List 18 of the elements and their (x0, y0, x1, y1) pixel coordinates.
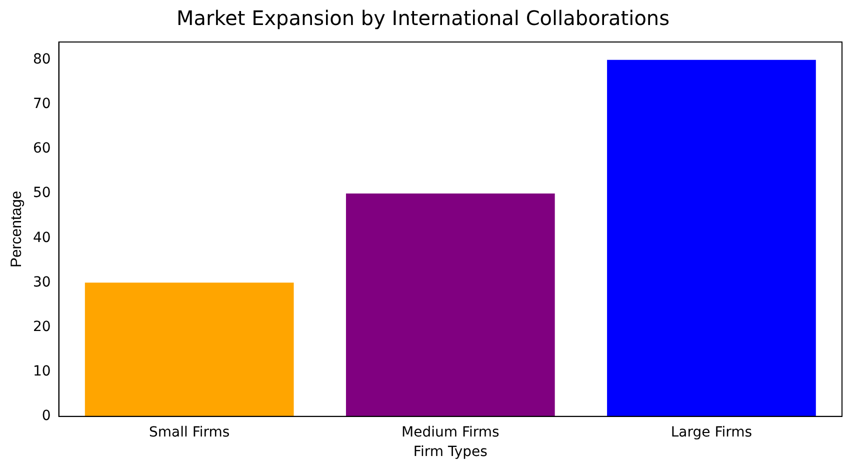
y-tick-label: 10 (32, 363, 51, 380)
bar (84, 282, 294, 416)
y-tick-label: 60 (32, 140, 51, 157)
x-tick-label: Medium Firms (402, 424, 500, 440)
x-axis-title: Firm Types (413, 444, 488, 460)
bar (346, 194, 555, 416)
x-tick-label: Small Firms (148, 424, 230, 440)
y-tick-label: 80 (32, 51, 51, 68)
bar (607, 60, 816, 416)
y-tick-label: 30 (32, 274, 51, 290)
x-tick-label: Large Firms (670, 424, 752, 440)
y-tick-label: 0 (42, 408, 51, 424)
y-tick-label: 40 (32, 230, 51, 246)
y-tick-label: 70 (32, 96, 51, 112)
y-tick-label: 20 (32, 318, 51, 335)
chart-title: Market Expansion by International Collaborations (176, 6, 670, 30)
y-axis-title: Percentage (8, 190, 26, 268)
y-tick-label: 50 (32, 185, 51, 202)
